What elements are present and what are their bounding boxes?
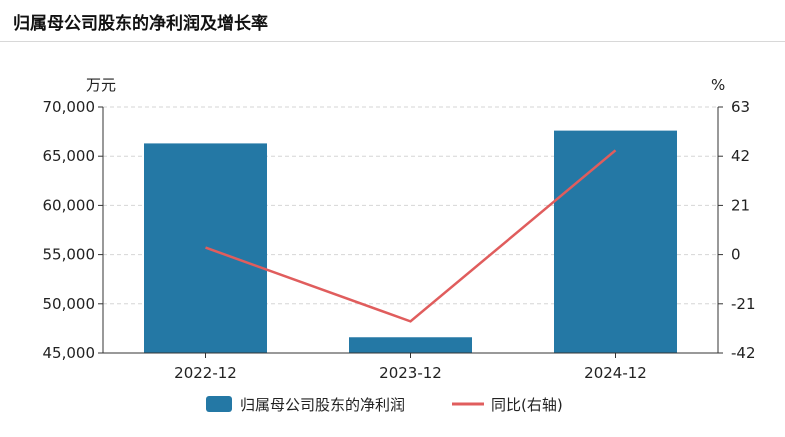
legend-bar-swatch	[206, 396, 232, 412]
left-tick-label: 50,000	[43, 295, 96, 313]
legend-bar-label: 归属母公司股东的净利润	[240, 396, 405, 414]
bar	[349, 337, 472, 353]
right-tick-label: 0	[731, 246, 741, 264]
chart-title: 归属母公司股东的净利润及增长率	[13, 14, 268, 34]
left-tick-label: 45,000	[43, 344, 96, 362]
x-tick-label: 2024-12	[584, 364, 647, 382]
x-tick-label: 2022-12	[174, 364, 237, 382]
left-axis-unit: 万元	[86, 76, 116, 94]
chart-header: 归属母公司股东的净利润及增长率	[0, 0, 785, 42]
right-tick-label: 42	[731, 147, 750, 165]
x-tick-label: 2023-12	[379, 364, 442, 382]
bar-series	[144, 130, 677, 353]
left-tick-label: 55,000	[43, 246, 96, 264]
right-tick-label: -21	[731, 295, 756, 313]
axes: 45,000 -42 50,000 -21 55,000 0 60,000 21 65,000 4…	[43, 98, 756, 382]
left-tick-label: 60,000	[43, 196, 96, 214]
right-tick-label: 21	[731, 196, 750, 214]
legend-line-label: 同比(右轴)	[491, 396, 563, 414]
right-tick-label: -42	[731, 344, 756, 362]
left-tick-label: 70,000	[43, 98, 96, 116]
right-tick-label: 63	[731, 98, 750, 116]
line-series	[205, 149, 617, 323]
legend: 归属母公司股东的净利润 同比(右轴)	[206, 396, 563, 414]
left-tick-label: 65,000	[43, 147, 96, 165]
right-axis-unit: %	[711, 76, 725, 94]
growth-line	[205, 149, 617, 323]
bar	[554, 130, 677, 353]
